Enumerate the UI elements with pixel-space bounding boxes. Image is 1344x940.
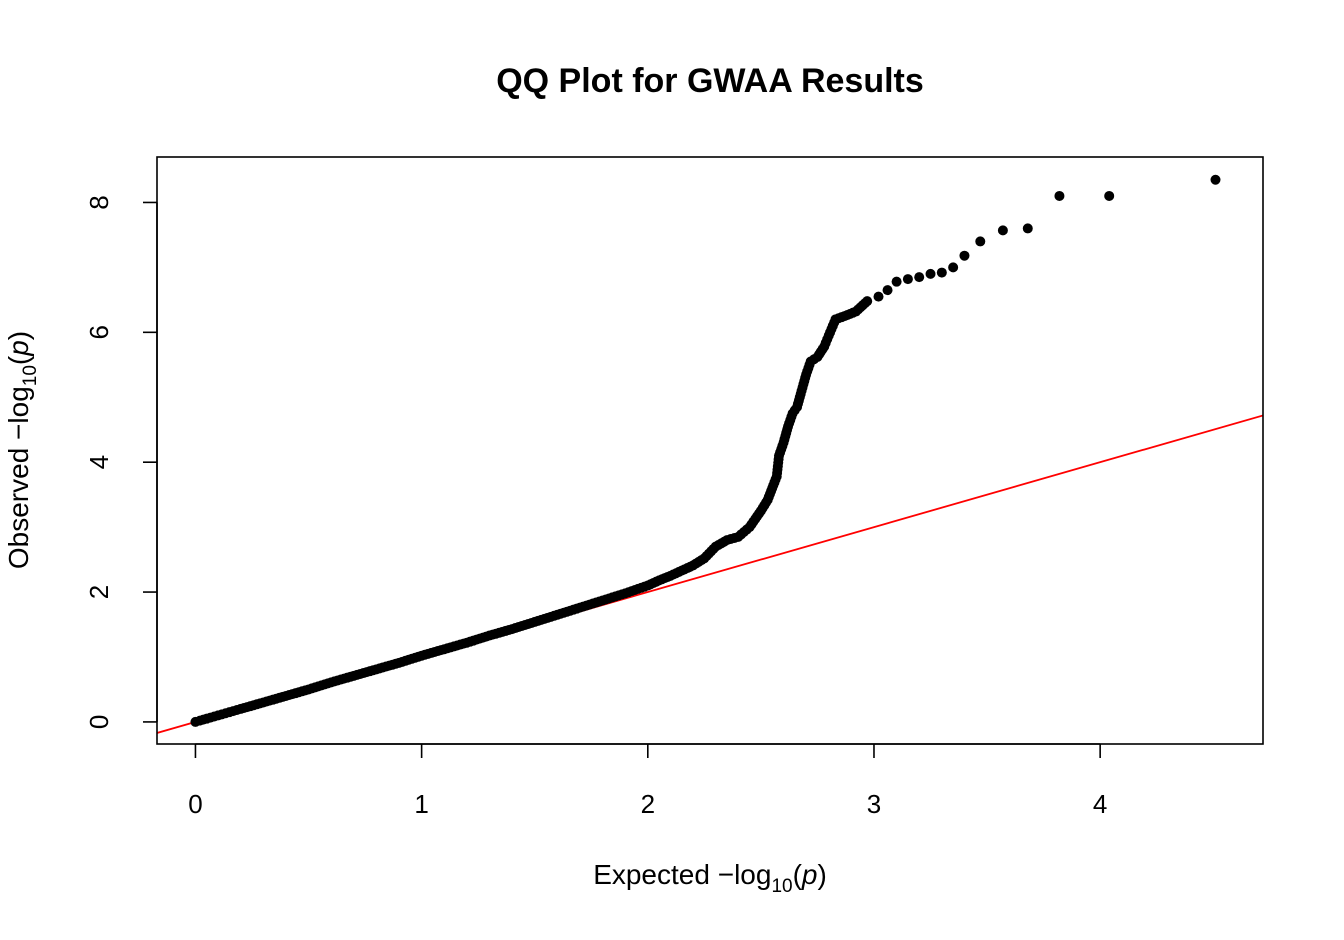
data-point — [936, 267, 947, 278]
data-point — [201, 713, 212, 724]
data-point — [812, 351, 823, 362]
data-point — [830, 314, 841, 325]
data-point — [224, 707, 235, 718]
data-point — [801, 369, 812, 380]
data-point — [975, 236, 986, 247]
data-point — [507, 624, 518, 635]
data-point — [959, 250, 970, 261]
data-point — [461, 637, 472, 648]
y-tick-label: 2 — [84, 585, 114, 599]
data-point — [303, 684, 314, 695]
x-axis-label-var: p — [801, 859, 818, 890]
data-point — [1104, 190, 1115, 201]
y-tick-label: 8 — [84, 195, 114, 209]
data-point — [823, 330, 834, 341]
y-tick-label: 0 — [84, 715, 114, 729]
data-point — [862, 296, 873, 307]
data-point — [280, 690, 291, 701]
data-point — [914, 272, 925, 283]
data-point — [873, 291, 884, 302]
plot-area — [156, 156, 1264, 745]
data-point — [762, 494, 773, 505]
data-point — [710, 541, 721, 552]
title-group: QQ Plot for GWAA Results — [496, 62, 924, 100]
data-point — [1054, 190, 1065, 201]
data-point — [620, 588, 631, 599]
data-point — [699, 553, 710, 564]
data-point — [767, 483, 778, 494]
data-point — [783, 421, 794, 432]
data-point — [676, 565, 687, 576]
data-point — [850, 306, 861, 317]
x-axis-label-subscript: 10 — [771, 876, 792, 897]
data-point — [902, 274, 913, 285]
data-point — [819, 341, 830, 352]
data-point — [484, 630, 495, 641]
data-point — [771, 471, 782, 482]
data-point — [882, 285, 893, 296]
data-point — [773, 450, 784, 461]
y-axis-label-prefix: Observed −log — [3, 386, 34, 569]
data-point — [654, 575, 665, 586]
data-point — [642, 580, 653, 591]
data-point — [744, 522, 755, 533]
x-tick-label: 0 — [188, 789, 202, 819]
data-point — [529, 616, 540, 627]
y-axis-label: Observed −log10(p) — [3, 331, 41, 569]
data-point — [348, 670, 359, 681]
data-point — [688, 560, 699, 571]
x-axis-label-open-paren: ( — [793, 859, 803, 890]
x-axis-label: Expected −log10(p) — [593, 859, 827, 897]
y-tick-label: 4 — [84, 455, 114, 469]
data-point — [925, 268, 936, 279]
data-point — [258, 697, 269, 708]
data-point — [1210, 174, 1221, 185]
data-point — [235, 703, 246, 714]
data-point — [755, 505, 766, 516]
data-point — [733, 531, 744, 542]
data-point — [439, 644, 450, 655]
data-point — [891, 276, 902, 287]
data-point — [839, 311, 850, 322]
data-point — [597, 595, 608, 606]
y-axis-label-subscript: 10 — [20, 365, 41, 386]
data-point — [665, 570, 676, 581]
y-axis-label-var: p — [3, 340, 34, 357]
data-point — [552, 609, 563, 620]
chart-title: QQ Plot for GWAA Results — [496, 62, 924, 100]
data-point — [997, 225, 1008, 236]
y-axis: 0 2 4 6 8 — [84, 195, 158, 729]
y-tick-label: 6 — [84, 325, 114, 339]
plot-frame — [156, 156, 1264, 745]
data-point — [721, 535, 732, 546]
data-point — [213, 710, 224, 721]
data-point — [371, 664, 382, 675]
data-point — [796, 385, 807, 396]
x-axis-label-prefix: Expected −log — [593, 859, 771, 890]
data-point — [326, 677, 337, 688]
data-point — [948, 262, 959, 273]
data-point — [394, 657, 405, 668]
x-tick-label: 4 — [1093, 789, 1107, 819]
x-tick-label: 2 — [641, 789, 655, 819]
y-axis-label-open-paren: ( — [3, 355, 34, 365]
data-point — [574, 602, 585, 613]
x-axis-label-close-paren: ) — [817, 859, 826, 890]
y-axis-label-close-paren: ) — [3, 331, 34, 340]
data-point — [1022, 223, 1033, 234]
data-point — [792, 401, 803, 412]
x-tick-label: 3 — [867, 789, 881, 819]
data-point — [778, 437, 789, 448]
x-tick-label: 1 — [414, 789, 428, 819]
data-point — [416, 650, 427, 661]
points-layer — [190, 174, 1221, 727]
x-axis: 0 1 2 3 4 — [188, 743, 1107, 819]
